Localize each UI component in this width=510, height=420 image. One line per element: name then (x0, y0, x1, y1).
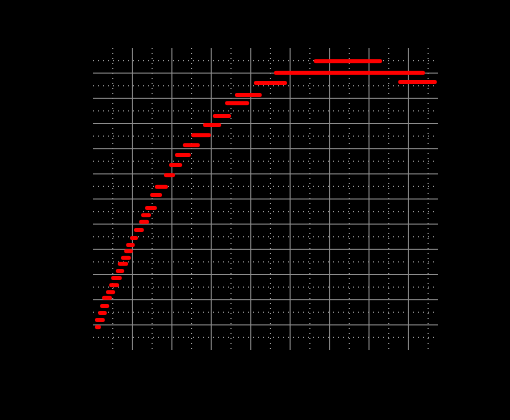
page: {"chart_data": {"type": "segments", "col… (93, 48, 438, 350)
chart (93, 48, 438, 350)
